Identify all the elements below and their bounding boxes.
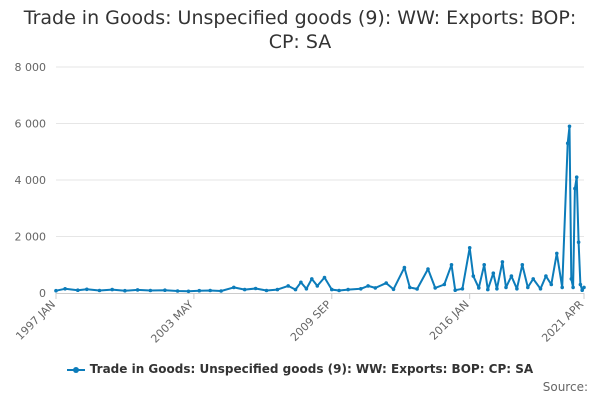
data-point[interactable] xyxy=(97,288,102,293)
data-point[interactable] xyxy=(123,288,127,293)
data-point[interactable] xyxy=(408,285,412,290)
data-point[interactable] xyxy=(555,251,559,256)
data-point[interactable] xyxy=(337,288,341,293)
data-point[interactable] xyxy=(576,240,581,244)
y-tick-label: 6 000 xyxy=(15,118,47,131)
data-point[interactable] xyxy=(504,285,508,290)
data-point[interactable] xyxy=(509,274,514,278)
data-point[interactable] xyxy=(299,280,303,285)
data-point[interactable] xyxy=(526,285,530,290)
x-tick-label: 1997 JAN xyxy=(13,298,58,343)
chart-title-line-2: CP: SA xyxy=(268,31,332,53)
data-point[interactable] xyxy=(63,287,67,291)
y-tick-label: 4 000 xyxy=(15,174,47,187)
source-label: Source: xyxy=(542,380,588,394)
y-axis-ticks: 0 2 000 4 000 6 000 8 000 xyxy=(15,61,47,300)
data-point[interactable] xyxy=(580,288,584,293)
data-point[interactable] xyxy=(426,267,430,271)
data-point[interactable] xyxy=(186,289,191,294)
data-point[interactable] xyxy=(565,141,570,146)
data-point[interactable] xyxy=(366,284,370,288)
data-point[interactable] xyxy=(330,287,334,292)
data-point[interactable] xyxy=(520,263,525,267)
data-point[interactable] xyxy=(578,282,583,287)
chart-title-line-1: Trade in Goods: Unspecified goods (9): W… xyxy=(23,7,577,29)
data-point[interactable] xyxy=(477,286,481,290)
data-point[interactable] xyxy=(495,287,499,291)
data-point[interactable] xyxy=(110,287,114,292)
y-tick-label: 8 000 xyxy=(15,61,47,74)
chart-title: Trade in Goods: Unspecified goods (9): W… xyxy=(0,6,600,54)
legend-label: Trade in Goods: Unspecified goods (9): W… xyxy=(89,362,534,376)
data-point[interactable] xyxy=(232,285,236,290)
data-point[interactable] xyxy=(286,284,291,288)
series-layer xyxy=(54,124,586,294)
data-point[interactable] xyxy=(449,263,454,267)
data-point[interactable] xyxy=(567,124,572,129)
data-point[interactable] xyxy=(346,287,350,292)
data-point[interactable] xyxy=(560,285,564,290)
data-point[interactable] xyxy=(500,260,505,264)
data-point[interactable] xyxy=(573,186,577,191)
data-point[interactable] xyxy=(148,288,153,293)
data-point[interactable] xyxy=(310,277,314,281)
data-point[interactable] xyxy=(391,287,396,292)
x-tick-label: 2021 APR xyxy=(539,298,586,345)
data-point[interactable] xyxy=(482,263,487,267)
data-point[interactable] xyxy=(359,287,363,291)
data-point[interactable] xyxy=(197,288,202,293)
data-point[interactable] xyxy=(85,287,89,292)
data-point[interactable] xyxy=(264,288,269,293)
data-point[interactable] xyxy=(54,288,58,293)
data-point[interactable] xyxy=(322,275,327,280)
data-point[interactable] xyxy=(471,274,476,278)
data-point[interactable] xyxy=(549,282,554,287)
x-tick-label: 2003 MAY xyxy=(148,298,196,346)
y-tick-label: 2 000 xyxy=(15,231,47,244)
x-tick-label: 2009 SEP xyxy=(288,298,334,344)
data-point[interactable] xyxy=(538,287,543,291)
data-point[interactable] xyxy=(460,287,465,291)
data-point[interactable] xyxy=(433,286,438,290)
data-point[interactable] xyxy=(242,287,247,292)
data-point[interactable] xyxy=(253,286,258,291)
data-point[interactable] xyxy=(453,288,458,293)
data-point[interactable] xyxy=(442,282,447,287)
data-point[interactable] xyxy=(574,175,579,179)
data-point[interactable] xyxy=(569,277,574,281)
data-point[interactable] xyxy=(467,246,472,250)
data-point[interactable] xyxy=(415,287,419,291)
data-point[interactable] xyxy=(135,288,140,292)
data-point[interactable] xyxy=(531,277,535,281)
data-point[interactable] xyxy=(486,287,490,292)
x-tick-label: 2016 JAN xyxy=(427,298,472,343)
legend[interactable]: Trade in Goods: Unspecified goods (9): W… xyxy=(0,362,600,376)
data-point[interactable] xyxy=(175,289,180,293)
series-line[interactable] xyxy=(55,125,585,293)
data-point[interactable] xyxy=(293,287,298,292)
data-point[interactable] xyxy=(571,285,575,290)
data-point[interactable] xyxy=(275,287,280,292)
data-point[interactable] xyxy=(384,281,389,285)
data-point[interactable] xyxy=(304,287,309,291)
data-point[interactable] xyxy=(491,271,496,276)
data-point[interactable] xyxy=(315,284,320,288)
x-axis-ticks: 1997 JAN 2003 MAY 2009 SEP 2016 JAN 2021 APR xyxy=(13,293,586,346)
data-point[interactable] xyxy=(163,288,167,293)
data-point[interactable] xyxy=(402,265,407,270)
y-tick-label: 0 xyxy=(39,287,46,300)
legend-line-marker-icon xyxy=(66,365,85,375)
data-point[interactable] xyxy=(544,274,548,278)
data-point[interactable] xyxy=(582,285,586,290)
data-point[interactable] xyxy=(373,286,378,290)
data-point[interactable] xyxy=(515,287,519,291)
data-point[interactable] xyxy=(76,288,80,293)
gridlines xyxy=(56,66,584,294)
data-point[interactable] xyxy=(219,289,223,293)
data-point[interactable] xyxy=(208,288,212,293)
